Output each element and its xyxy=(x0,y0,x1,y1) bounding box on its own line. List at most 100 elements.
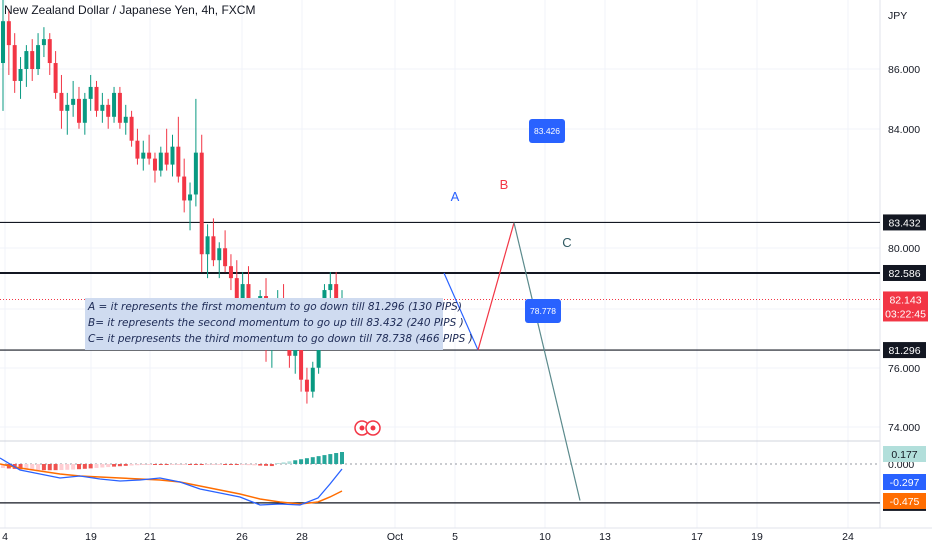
candle-body xyxy=(223,248,228,267)
candle-body xyxy=(152,158,157,171)
candle-body xyxy=(59,92,64,111)
candle-body xyxy=(199,152,204,255)
candle-body xyxy=(123,116,128,123)
macd-histogram-bar xyxy=(59,464,64,471)
macd-histogram-bar xyxy=(100,464,105,468)
macd-indicator xyxy=(0,452,880,506)
macd-histogram-bar xyxy=(246,464,251,466)
price-tick-label: 86.000 xyxy=(888,64,920,76)
candle-body xyxy=(205,236,210,255)
candle-body xyxy=(334,284,339,303)
candle-body xyxy=(112,92,117,117)
momentum-note[interactable]: A = it represents the first momentum to … xyxy=(85,298,473,350)
macd-histogram-bar xyxy=(36,464,41,471)
macd-histogram-bar xyxy=(158,464,163,465)
macd-histogram-bar xyxy=(53,464,58,471)
price-level-badge xyxy=(883,214,926,231)
note-line-c: C= it perpresents the third momentum to … xyxy=(88,333,473,345)
candle-body xyxy=(53,63,58,93)
candle-body xyxy=(71,98,76,105)
macd-histogram-bar xyxy=(123,464,128,466)
macd-histogram-bar xyxy=(71,464,76,470)
macd-histogram-bar xyxy=(258,464,263,466)
macd-histogram-bar xyxy=(340,452,344,464)
time-tick-label: 28 xyxy=(296,531,308,543)
macd-value-label: -0.475 xyxy=(890,496,920,508)
time-tick-label: 5 xyxy=(452,531,458,543)
time-tick-label: 17 xyxy=(691,531,703,543)
macd-histogram-bar xyxy=(147,464,152,465)
candle-body xyxy=(106,104,111,117)
candle-body xyxy=(188,194,193,201)
projection-callout-box xyxy=(529,119,565,143)
macd-histogram-bar xyxy=(164,464,169,465)
candle-body xyxy=(310,367,315,392)
projection-callout-label: 83.426 xyxy=(534,126,560,136)
event-marker-dot xyxy=(359,425,365,431)
macd-histogram-bar xyxy=(193,464,198,465)
macd-histogram-bar xyxy=(217,464,222,465)
current-price-label: 82.143 xyxy=(889,294,921,306)
candle-body xyxy=(82,98,87,123)
macd-histogram-bar xyxy=(281,462,286,464)
macd-histogram-bar xyxy=(152,464,157,465)
projection-label-a: A xyxy=(451,189,460,204)
macd-histogram-bar xyxy=(316,456,321,464)
candle-body xyxy=(176,146,181,177)
price-level-badge-label: 82.586 xyxy=(888,268,920,280)
macd-histogram-bar xyxy=(252,464,257,466)
macd-histogram-bar xyxy=(30,464,35,470)
macd-value-label: -0.297 xyxy=(890,477,920,489)
macd-histogram-bar xyxy=(228,464,233,465)
candle-body xyxy=(328,284,333,291)
candle-body xyxy=(147,152,152,159)
time-tick-label: Oct xyxy=(387,531,403,543)
macd-histogram-bar xyxy=(112,464,117,467)
macd-histogram-bar xyxy=(287,461,292,464)
candle-body xyxy=(217,248,222,261)
abc-projection: A B C 83.426 78.778 xyxy=(443,119,581,501)
chart-title: New Zealand Dollar / Japanese Yen, 4h, F… xyxy=(4,3,256,17)
current-price-badge xyxy=(883,291,928,322)
macd-value-badge xyxy=(883,493,926,509)
macd-value-label: 0.177 xyxy=(891,449,917,461)
macd-histogram-bar xyxy=(18,464,23,470)
macd-histogram-bar xyxy=(322,455,327,464)
candle-body xyxy=(170,146,175,165)
macd-histogram-bar xyxy=(275,463,280,464)
time-tick-label: 19 xyxy=(85,531,97,543)
candle-body xyxy=(6,21,11,46)
time-axis: 4 19 21 26 28 Oct 5 10 13 17 19 24 xyxy=(2,531,854,543)
candle-body xyxy=(94,86,99,111)
macd-line xyxy=(0,457,343,506)
price-tick-label: 80.000 xyxy=(888,243,920,255)
candle-body xyxy=(211,236,216,261)
macd-histogram-bar xyxy=(170,464,175,465)
time-tick-label: 26 xyxy=(236,531,248,543)
time-tick-label: 4 xyxy=(2,531,8,543)
candle-body xyxy=(36,45,41,69)
candle-body xyxy=(141,152,146,159)
macd-histogram-bar xyxy=(41,464,46,471)
candle-body xyxy=(228,266,233,279)
macd-histogram-bar xyxy=(205,464,210,465)
chart-grid xyxy=(0,0,880,528)
candle-body xyxy=(100,104,105,111)
countdown-label: 03:22:45 xyxy=(885,308,926,320)
macd-histogram-bar xyxy=(129,464,134,466)
candle-body xyxy=(47,39,52,64)
note-line-b: B= it represents the second momentum to … xyxy=(88,317,464,329)
projection-leg xyxy=(477,222,515,351)
price-level-badge-label: 81.296 xyxy=(888,345,920,357)
macd-histogram-bar xyxy=(334,453,339,464)
macd-histogram-bar xyxy=(240,464,245,465)
macd-histogram-bar xyxy=(94,464,99,468)
projection-callout-label: 78.778 xyxy=(530,306,556,316)
time-tick-label: 24 xyxy=(842,531,854,543)
macd-histogram-bar xyxy=(304,458,309,464)
macd-histogram-bar xyxy=(24,464,29,470)
macd-histogram-bar xyxy=(117,464,122,467)
time-tick-label: 13 xyxy=(599,531,611,543)
macd-histogram-bar xyxy=(328,454,333,464)
